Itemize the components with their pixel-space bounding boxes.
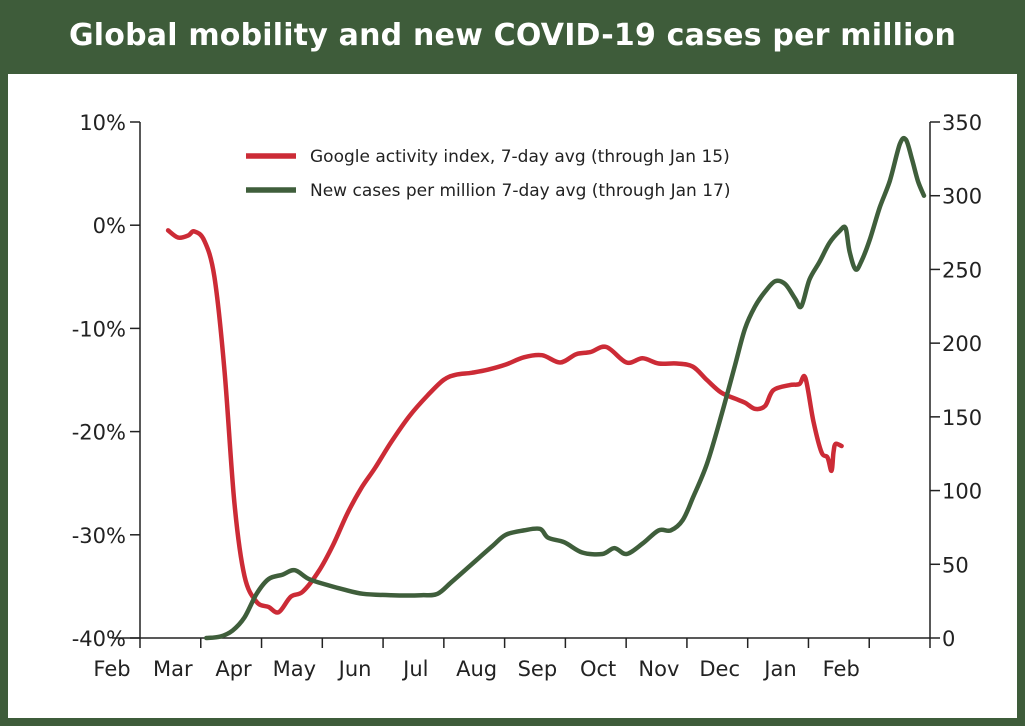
x-tick-label: Mar [153,657,193,681]
legend-label: Google activity index, 7-day avg (throug… [310,147,730,167]
right-tick-label: 250 [942,258,982,282]
x-tick-label: Aug [456,657,497,681]
series-group [165,136,927,641]
cases-series-line [204,136,927,641]
mobility-series-line [165,228,844,615]
left-tick-label: -30% [72,524,126,548]
x-tick-label: Oct [580,657,616,681]
left-tick-label: 0% [93,214,126,238]
x-tick-label: Nov [638,657,679,681]
left-tick-label: -10% [72,317,126,341]
right-tick-label: 100 [942,480,982,504]
axes-group: 10% 0% -10% -20% -30% -40% 350 300 250 200 150 100 5… [72,111,982,681]
right-tick-label: 350 [942,111,982,135]
legend: Google activity index, 7-day avg (throug… [246,147,731,201]
left-tick-label: -40% [72,627,126,651]
left-tick-label: 10% [79,111,126,135]
right-tick-label: 200 [942,332,982,356]
chart-title: Global mobility and new COVID-19 cases p… [68,17,957,53]
x-tick-label: Feb [93,657,130,681]
x-tick-label: Apr [215,657,252,681]
chart-panel [8,74,1017,718]
right-tick-label: 0 [942,627,955,651]
x-tick-label: Sep [518,657,558,681]
right-tick-label: 300 [942,185,982,209]
right-tick-label: 150 [942,406,982,430]
x-tick-label: Jun [337,657,372,681]
left-tick-label: -20% [72,421,126,445]
legend-entry-cases: New cases per million 7-day avg (through… [246,181,731,201]
right-tick-label: 50 [942,553,969,577]
x-tick-label: Jan [762,657,796,681]
legend-label: New cases per million 7-day avg (through… [310,181,731,201]
x-tick-label: Feb [823,657,860,681]
legend-entry-mobility: Google activity index, 7-day avg (throug… [246,147,730,167]
x-tick-label: Dec [699,657,740,681]
x-tick-label: Jul [401,657,428,681]
x-tick-label: May [273,657,316,681]
